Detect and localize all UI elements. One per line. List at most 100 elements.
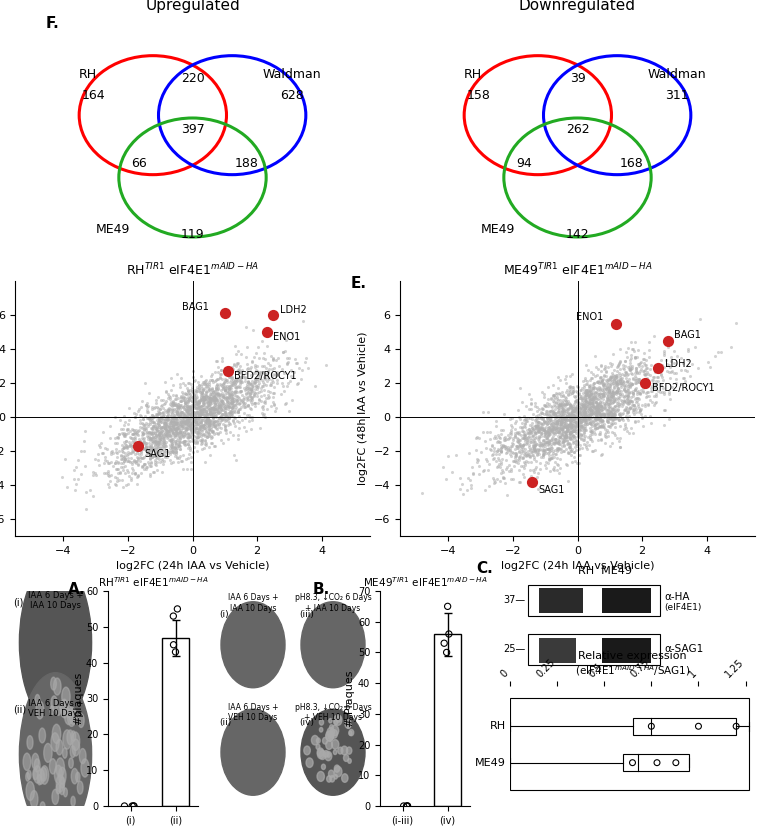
Point [198, 422, 210, 435]
Point [565, 411, 577, 425]
Point [616, 371, 629, 384]
Point [670, 756, 682, 769]
Point [198, 391, 211, 404]
Point [145, 421, 157, 434]
Point [250, 381, 263, 394]
Point [97, 447, 109, 460]
Point [123, 414, 136, 427]
Point [595, 411, 608, 424]
Point [155, 411, 167, 424]
Point [538, 415, 550, 429]
Point [175, 406, 188, 420]
Point [589, 396, 601, 409]
Point [203, 392, 215, 406]
Point [171, 401, 184, 414]
Point [618, 380, 630, 393]
Point [188, 408, 200, 421]
Point [644, 362, 656, 375]
Point [225, 387, 237, 400]
Point [248, 377, 260, 390]
Point [598, 376, 610, 389]
Point [522, 427, 534, 440]
Point [628, 408, 640, 421]
Point [200, 393, 212, 406]
Point [167, 389, 180, 402]
Point [597, 378, 609, 392]
Point [110, 478, 122, 491]
Point [222, 364, 234, 377]
Point [167, 394, 179, 407]
Point [636, 402, 648, 415]
Point [239, 396, 251, 410]
Point [606, 425, 618, 439]
Point [512, 435, 524, 449]
Point [587, 389, 600, 402]
Point [180, 410, 192, 423]
Point [151, 444, 164, 458]
Point [639, 368, 651, 381]
Point [511, 432, 523, 445]
Point [557, 416, 570, 430]
Point [226, 396, 239, 410]
Point [579, 386, 591, 399]
Point [129, 438, 141, 451]
Point [566, 425, 578, 438]
Point [181, 405, 194, 418]
Point [208, 392, 221, 406]
Point [169, 422, 181, 435]
Point [543, 434, 556, 447]
Point [138, 431, 150, 444]
Circle shape [325, 752, 332, 761]
Point [141, 401, 153, 414]
Point [588, 411, 601, 425]
Point [246, 379, 258, 392]
Point [525, 396, 537, 410]
Point [207, 401, 219, 414]
Point [174, 400, 186, 413]
Point [166, 396, 178, 410]
Point [204, 406, 216, 420]
Point [281, 377, 294, 390]
Point [583, 402, 595, 415]
Point [152, 415, 164, 429]
Point [549, 411, 562, 425]
Point [190, 413, 202, 426]
Point [574, 408, 586, 421]
Point [629, 384, 642, 397]
Point [624, 379, 636, 392]
Point [491, 451, 504, 464]
Point [157, 414, 170, 427]
Point [195, 386, 208, 399]
Point [217, 377, 229, 391]
Point [572, 404, 584, 417]
Point [620, 384, 632, 397]
Point [603, 384, 615, 397]
Point [186, 382, 198, 396]
Point [229, 377, 241, 391]
Point [488, 442, 501, 455]
Point [169, 440, 181, 453]
Bar [539, 588, 583, 613]
Point [241, 379, 253, 392]
Point [218, 390, 230, 403]
Point [572, 387, 584, 400]
Point [682, 354, 694, 367]
Point [521, 434, 533, 447]
Point [299, 351, 312, 364]
Point [222, 409, 235, 422]
Point [174, 425, 186, 439]
Point [153, 449, 166, 463]
Text: 94: 94 [516, 157, 532, 170]
Point [229, 399, 241, 412]
Point [577, 411, 590, 425]
Point [183, 418, 195, 431]
Point [606, 414, 618, 427]
Point [181, 415, 193, 429]
Point [212, 387, 225, 401]
Point [542, 453, 555, 467]
Point [214, 400, 226, 413]
Point [602, 397, 615, 411]
Point [277, 345, 289, 358]
Point [573, 419, 585, 432]
Point [185, 417, 198, 430]
